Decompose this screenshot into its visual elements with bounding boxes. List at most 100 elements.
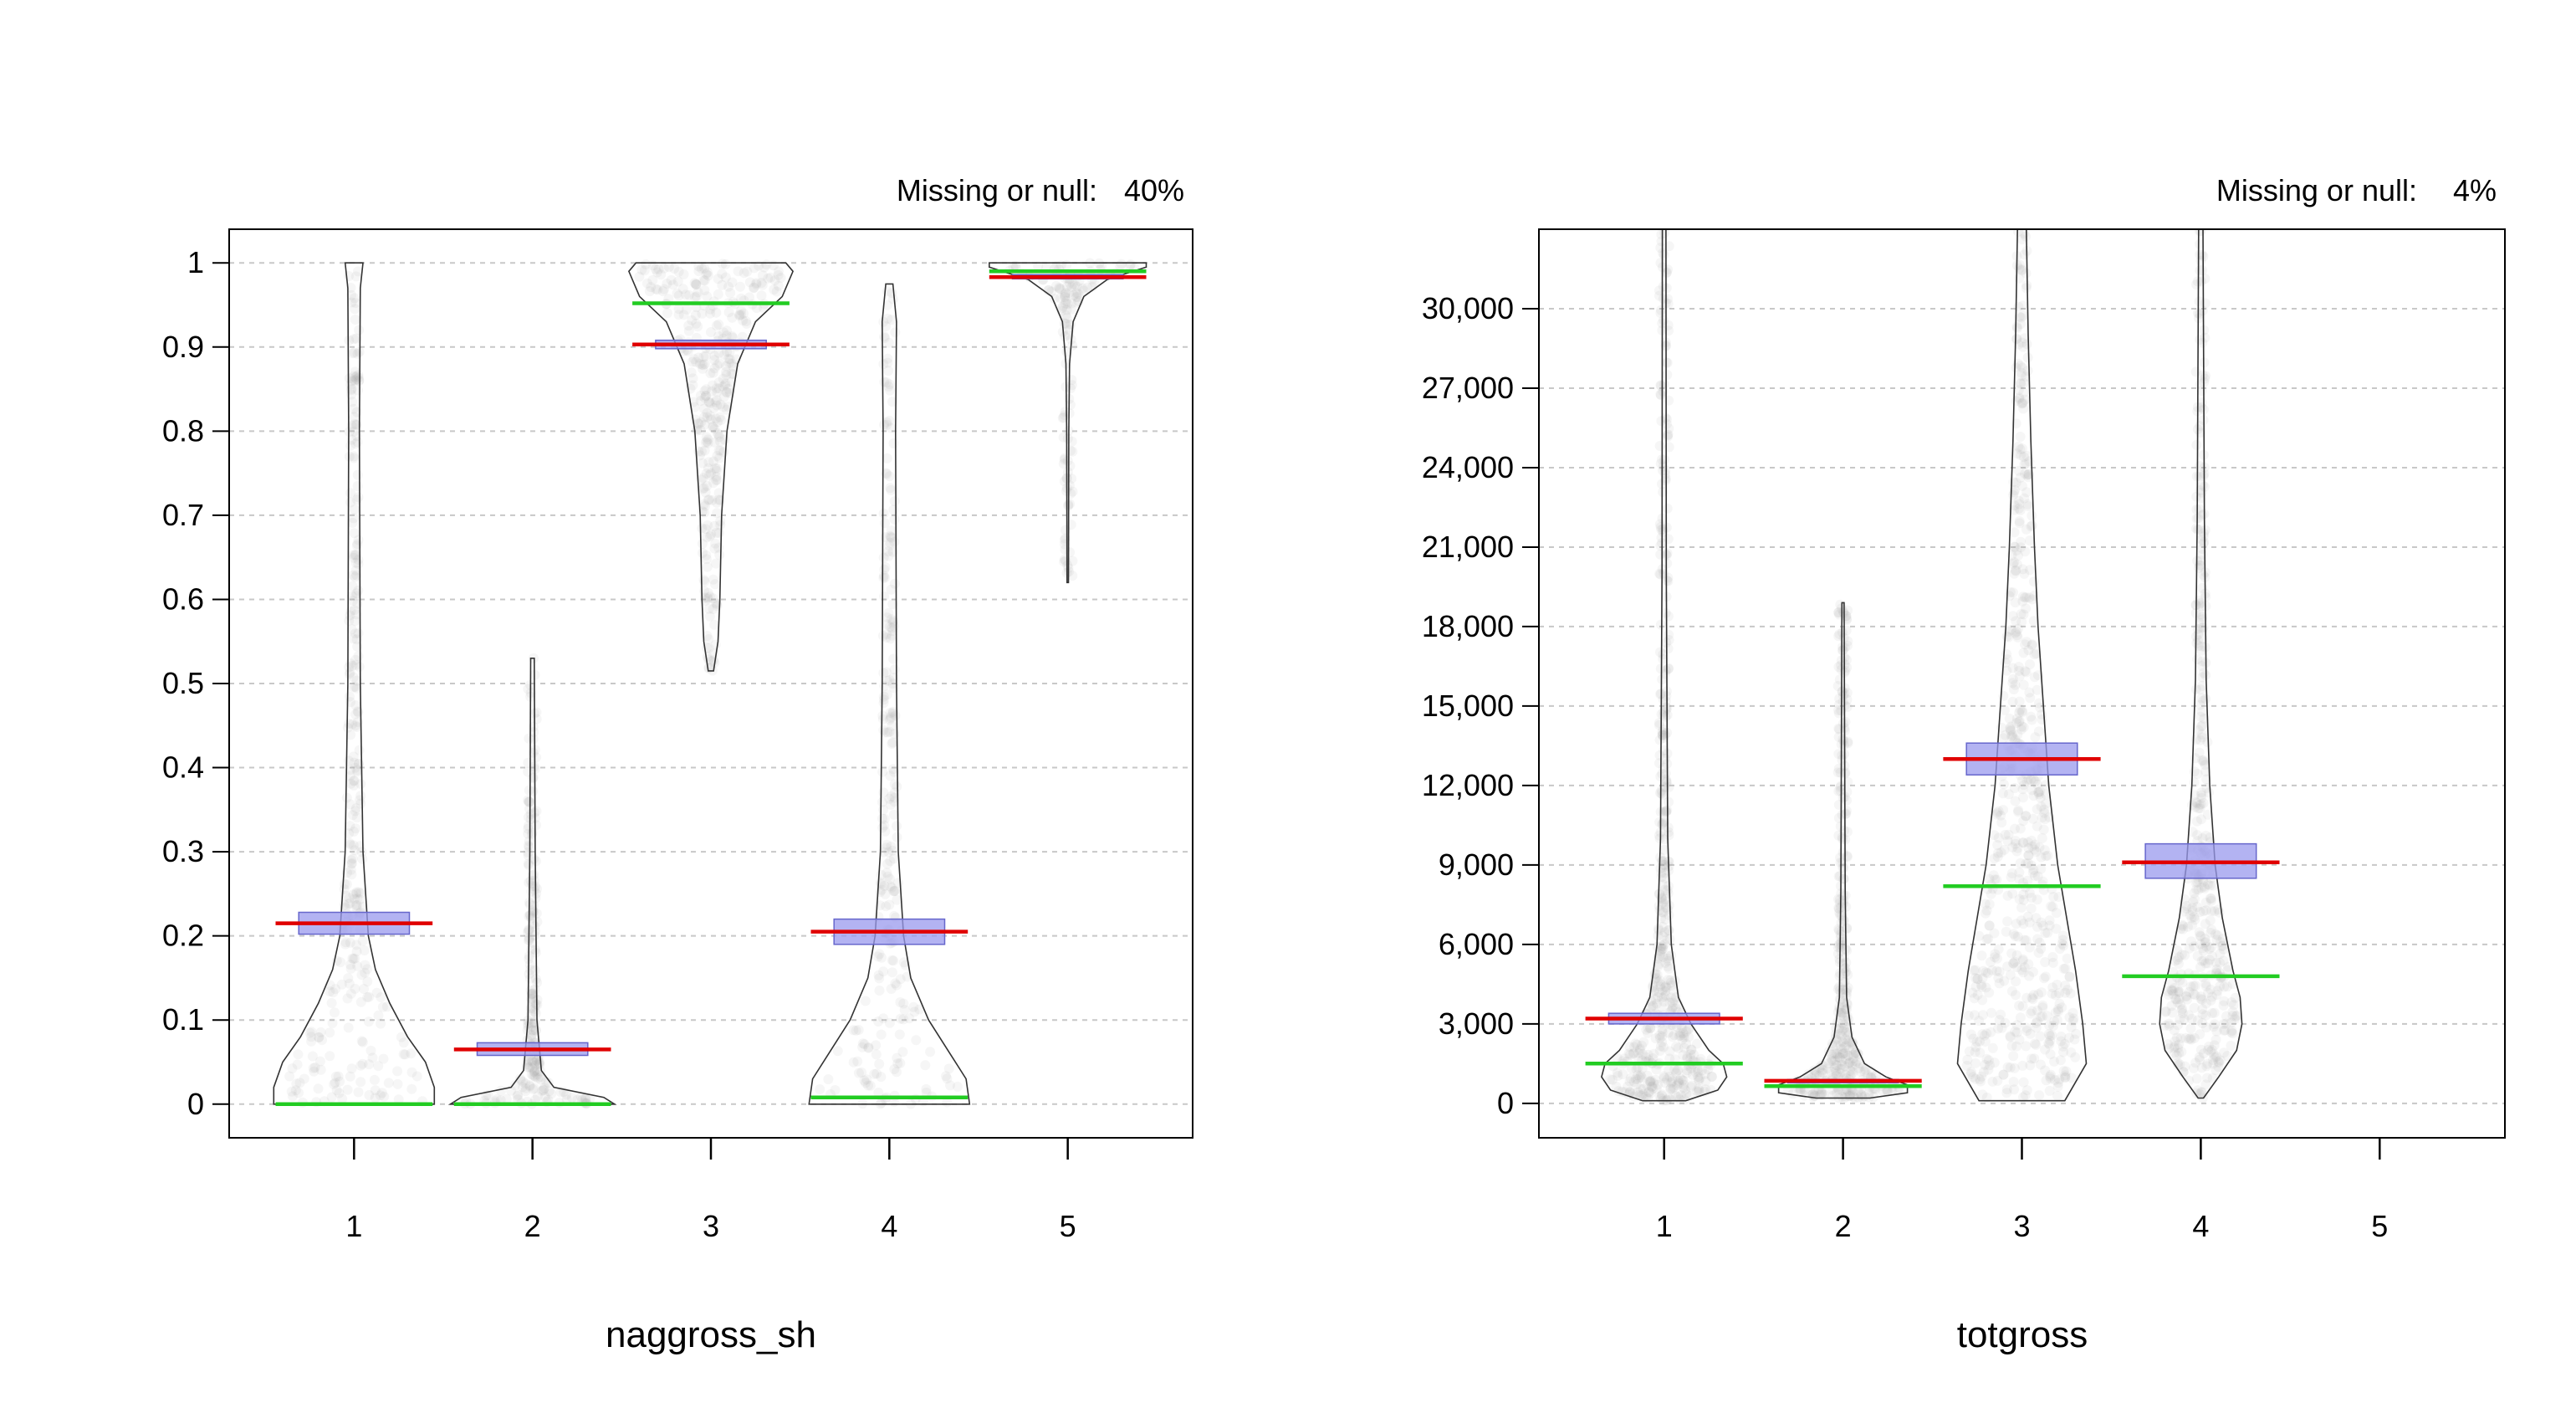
data-point [693,266,704,277]
data-point [2192,950,2203,961]
data-point [2221,1011,2231,1022]
data-point [1654,1032,1665,1043]
data-point [666,274,677,285]
data-point [761,259,772,270]
data-point [2019,962,2030,973]
data-point [1061,281,1072,292]
data-point [1618,1069,1628,1080]
data-point [1838,898,1848,909]
data-point [520,1086,531,1097]
data-point [1659,939,1670,950]
data-point [1998,805,2008,816]
data-point [1067,571,1078,581]
data-point [2009,500,2020,511]
data-point [1612,1068,1623,1078]
data-point [365,1045,376,1056]
data-point [350,557,361,568]
data-point [2181,904,2192,914]
data-point [1667,1076,1678,1087]
data-point [529,984,540,995]
data-point [1667,1001,1678,1012]
data-point [703,663,714,673]
data-point [1648,1078,1659,1088]
data-point [703,593,713,604]
data-point [566,1093,577,1103]
data-point [2031,1017,2042,1028]
data-point [691,318,702,329]
data-point [501,1093,512,1104]
data-point [888,886,899,897]
data-point [723,307,734,318]
data-point [1808,1088,1819,1099]
data-point [2011,630,2022,641]
data-point [1842,923,1853,934]
data-point [1848,1049,1859,1060]
data-point [355,779,366,790]
data-point [1663,888,1674,899]
data-point [349,334,359,345]
data-point [673,290,684,301]
y-tick-label: 0.7 [162,498,204,532]
data-point [527,1057,538,1068]
data-point [2005,1062,2016,1073]
data-point [1834,994,1845,1005]
data-point [894,1029,905,1040]
data-point [2011,626,2021,637]
data-point [2062,985,2073,996]
data-point [2058,963,2069,974]
data-point [2017,362,2027,373]
data-point [2049,1016,2060,1027]
data-point [1655,540,1666,551]
data-point [1841,1087,1851,1098]
data-point [1829,1048,1840,1059]
data-point [2011,962,2022,973]
data-point [352,899,362,910]
data-point [350,806,360,817]
data-point [529,1065,540,1076]
data-point [876,1029,887,1040]
data-point [1969,1010,1980,1021]
data-point [2200,936,2211,947]
data-point [1839,825,1850,836]
data-point [2017,955,2028,966]
data-point [1814,1062,1825,1073]
data-point [703,520,713,530]
data-point [1835,1040,1846,1051]
data-point [1990,952,2000,963]
data-point [290,1085,301,1096]
data-point [350,803,361,814]
data-point [2206,942,2216,953]
data-point [2009,1084,2020,1095]
data-point [2018,403,2029,414]
data-point [1838,607,1849,617]
data-point [325,1051,335,1062]
data-point [526,1069,537,1080]
data-point [359,945,370,955]
data-point [2020,546,2031,557]
data-point [377,1001,388,1012]
data-point [1682,1053,1693,1064]
data-point [768,260,779,271]
data-point [687,380,698,391]
data-point [1656,229,1667,240]
data-point [695,450,705,461]
data-point [2005,723,2016,734]
data-point [2187,919,2197,930]
data-point [2033,947,2044,958]
data-point [2008,684,2019,694]
data-point [2005,970,2016,981]
data-point [2189,912,2200,923]
data-point [1613,1071,1623,1081]
data-point [2053,1078,2064,1088]
y-tick-label: 3,000 [1439,1006,1514,1041]
data-point [1663,663,1674,674]
data-point [1635,1083,1646,1094]
data-point [2011,714,2022,724]
data-point [2198,538,2209,549]
data-point [2197,550,2208,560]
data-point [863,1080,873,1091]
data-point [2042,927,2053,938]
data-point [2007,842,2018,853]
data-point [698,483,709,494]
data-point [883,607,894,618]
